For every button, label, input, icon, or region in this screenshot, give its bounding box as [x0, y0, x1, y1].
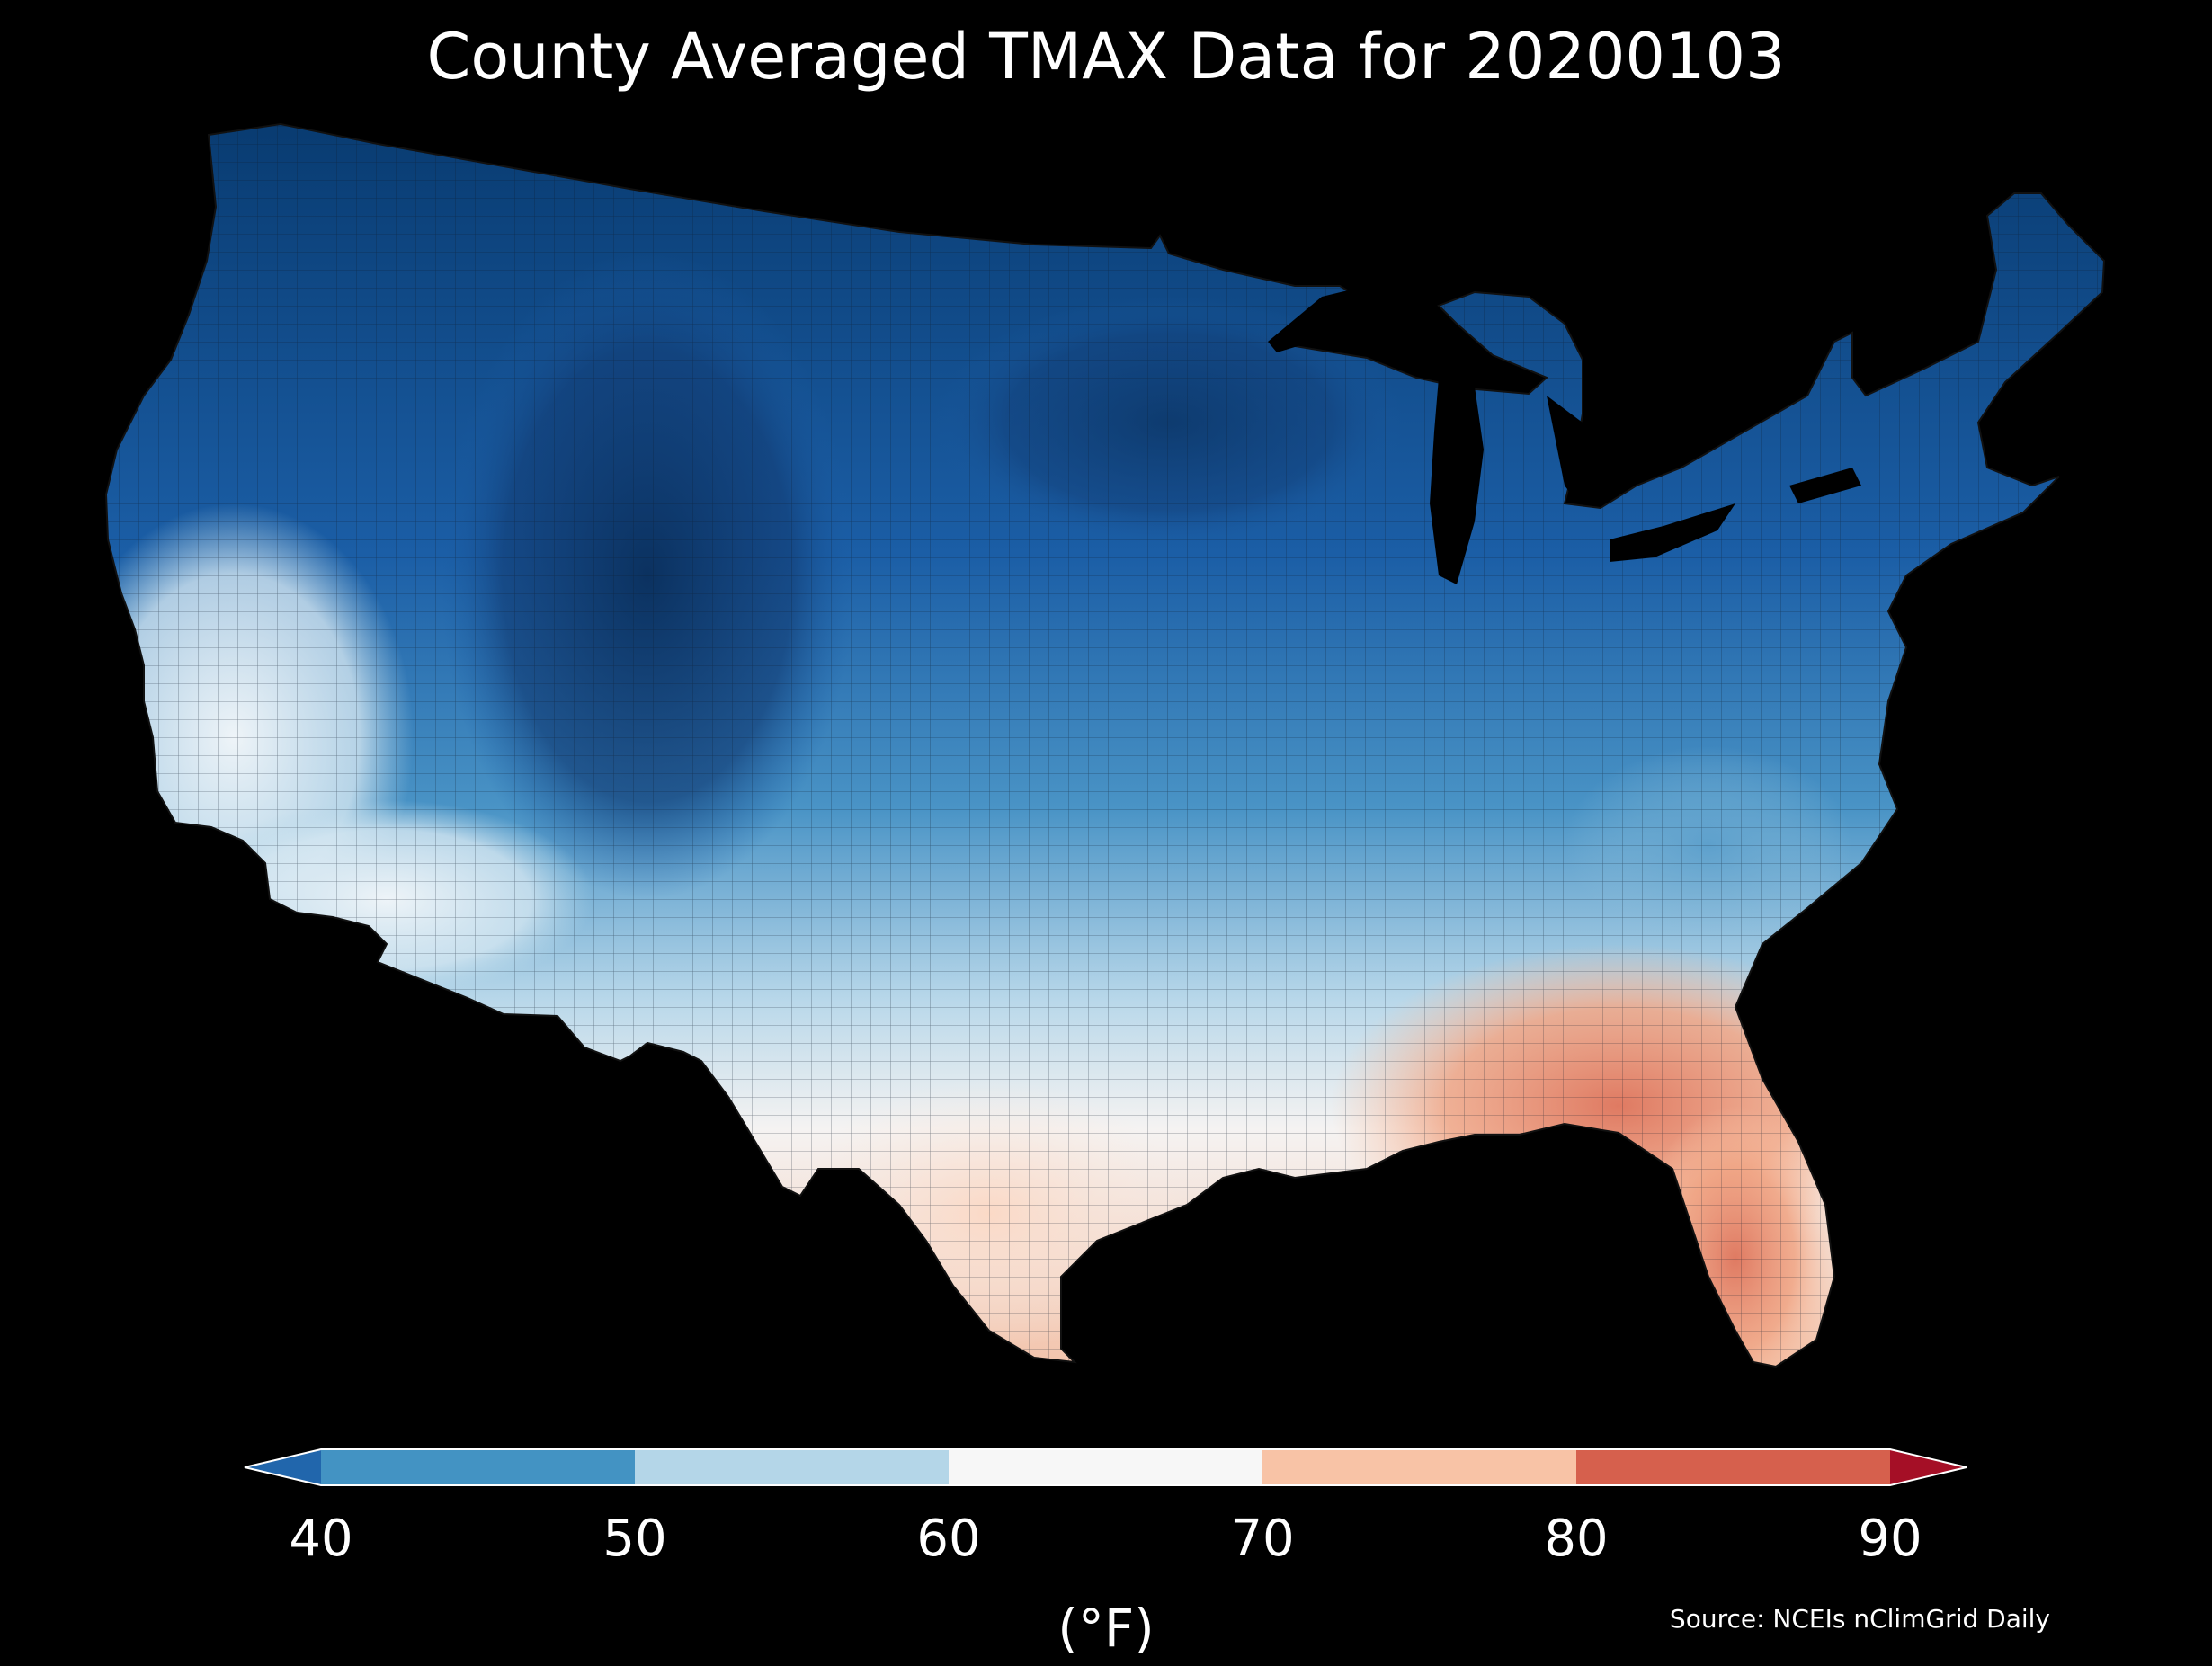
colorbar-bin-3 [949, 1449, 1262, 1485]
colorbar-bin-5 [1576, 1449, 1890, 1485]
colorbar-outline [244, 1448, 1967, 1486]
colorbar-tick-label: 70 [1230, 1510, 1295, 1568]
colorbar-bin-0 [245, 1449, 321, 1485]
colorbar-tick-label: 80 [1544, 1510, 1609, 1568]
great-lakes [1268, 286, 1861, 584]
colorbar-bin-6 [1890, 1449, 1967, 1485]
colorbar-tick-label: 50 [602, 1510, 667, 1568]
colorbar-bin-1 [321, 1449, 635, 1485]
map-title: County Averaged TMAX Data for 20200103 [426, 20, 1786, 94]
source-note: Source: NCEIs nClimGrid Daily [1669, 1604, 2050, 1634]
colorbar-bin-2 [635, 1449, 949, 1485]
colorbar-bin-4 [1262, 1449, 1576, 1485]
colorbar-unit-label: (°F) [1057, 1598, 1155, 1659]
colorbar-tick-label: 90 [1858, 1510, 1922, 1568]
colorbar-tick-label: 40 [289, 1510, 353, 1568]
colorbar-tick-label: 60 [916, 1510, 981, 1568]
